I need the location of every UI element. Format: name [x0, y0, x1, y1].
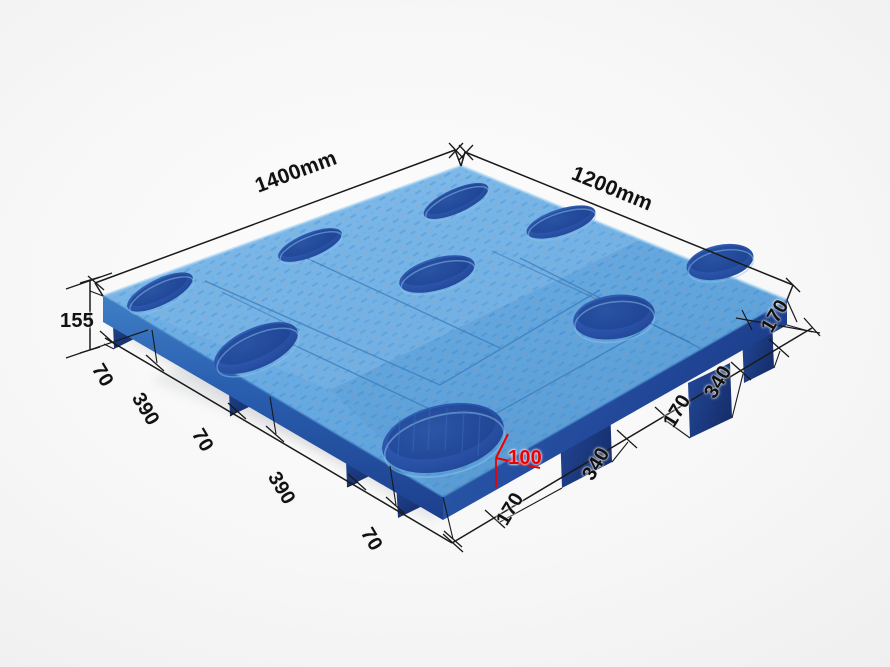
deck-well: [399, 255, 476, 296]
deck-well: [278, 228, 343, 265]
dim-chain-right-top: [735, 299, 821, 334]
deck-well: [382, 402, 506, 479]
dim-label-100-red: 100: [508, 447, 542, 469]
dim-line-1200: [458, 144, 801, 301]
deck-well: [423, 183, 490, 222]
deck-wells-group: [127, 183, 754, 479]
deck-top-texture: [103, 166, 787, 497]
deck-well: [573, 294, 656, 344]
dim-line-100-red: [495, 433, 541, 487]
skirt-front-left: [103, 296, 443, 520]
deck-well: [214, 322, 300, 378]
dim-chain-right: [442, 317, 821, 553]
dim-label-155: 155: [60, 310, 94, 332]
deck-well: [526, 205, 597, 242]
dimension-lines: [65, 142, 821, 553]
dim-line-1400: [87, 142, 464, 297]
deck-well: [686, 243, 754, 283]
deck-well: [127, 272, 195, 316]
dim-line-155: [65, 272, 149, 359]
deck-sheen: [103, 166, 640, 390]
dim-chain-left: [99, 329, 463, 548]
